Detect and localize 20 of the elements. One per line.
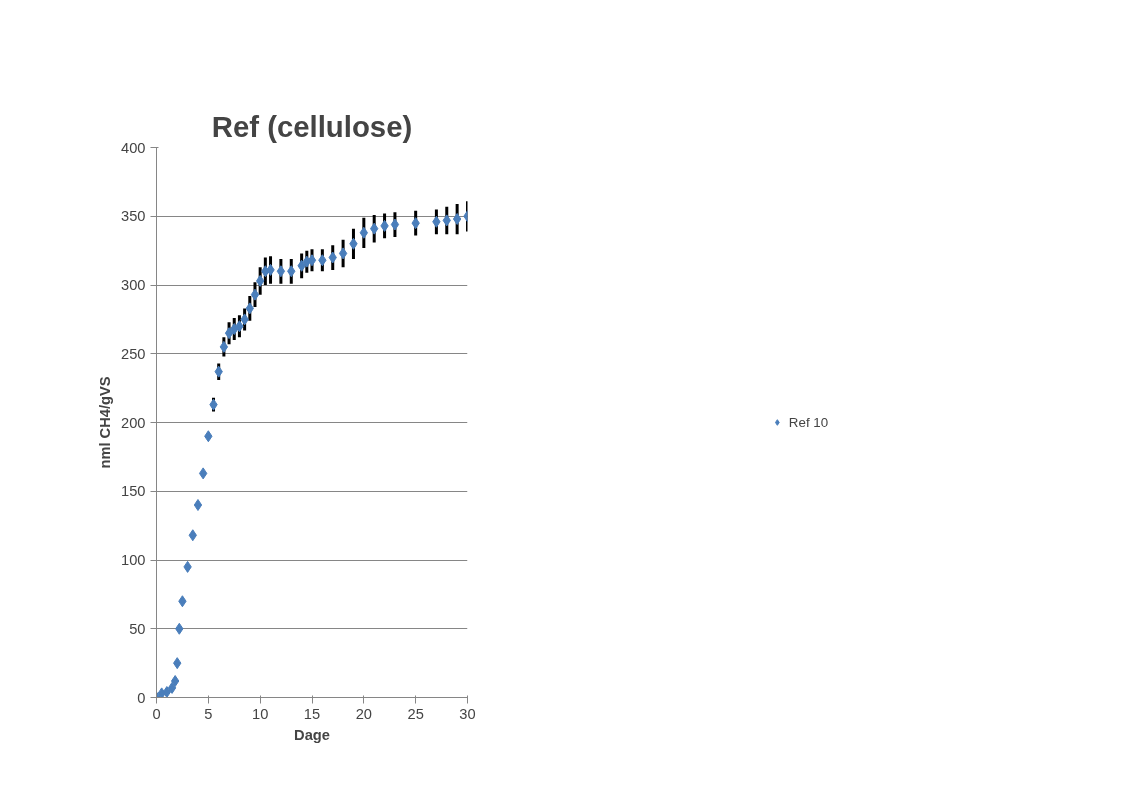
y-tick-label: 300 (121, 277, 146, 293)
x-tick-label: 20 (355, 705, 372, 722)
legend-label: Ref 10 (788, 414, 829, 430)
y-tick-label: 200 (121, 414, 146, 431)
x-tick-label: 0 (152, 705, 161, 722)
chart-title: Ref (cellulose) (211, 109, 413, 143)
y-tick-label: 350 (121, 208, 146, 225)
y-axis-title: nml CH4/gVS (97, 376, 114, 469)
y-tick-label: 250 (121, 345, 146, 362)
x-tick-label: 10 (252, 705, 269, 722)
x-tick-label: 25 (407, 705, 424, 722)
y-tick-label: 100 (121, 552, 146, 568)
x-tick-label: 15 (303, 705, 321, 722)
x-tick-label: 30 (459, 705, 476, 722)
y-tick-label: 50 (129, 620, 146, 637)
x-tick-label: 5 (204, 705, 213, 722)
y-tick-label: 0 (137, 689, 146, 706)
y-tick-label: 150 (121, 483, 146, 500)
y-tick-label: 400 (121, 139, 146, 156)
x-axis-title: Dage (294, 726, 330, 743)
